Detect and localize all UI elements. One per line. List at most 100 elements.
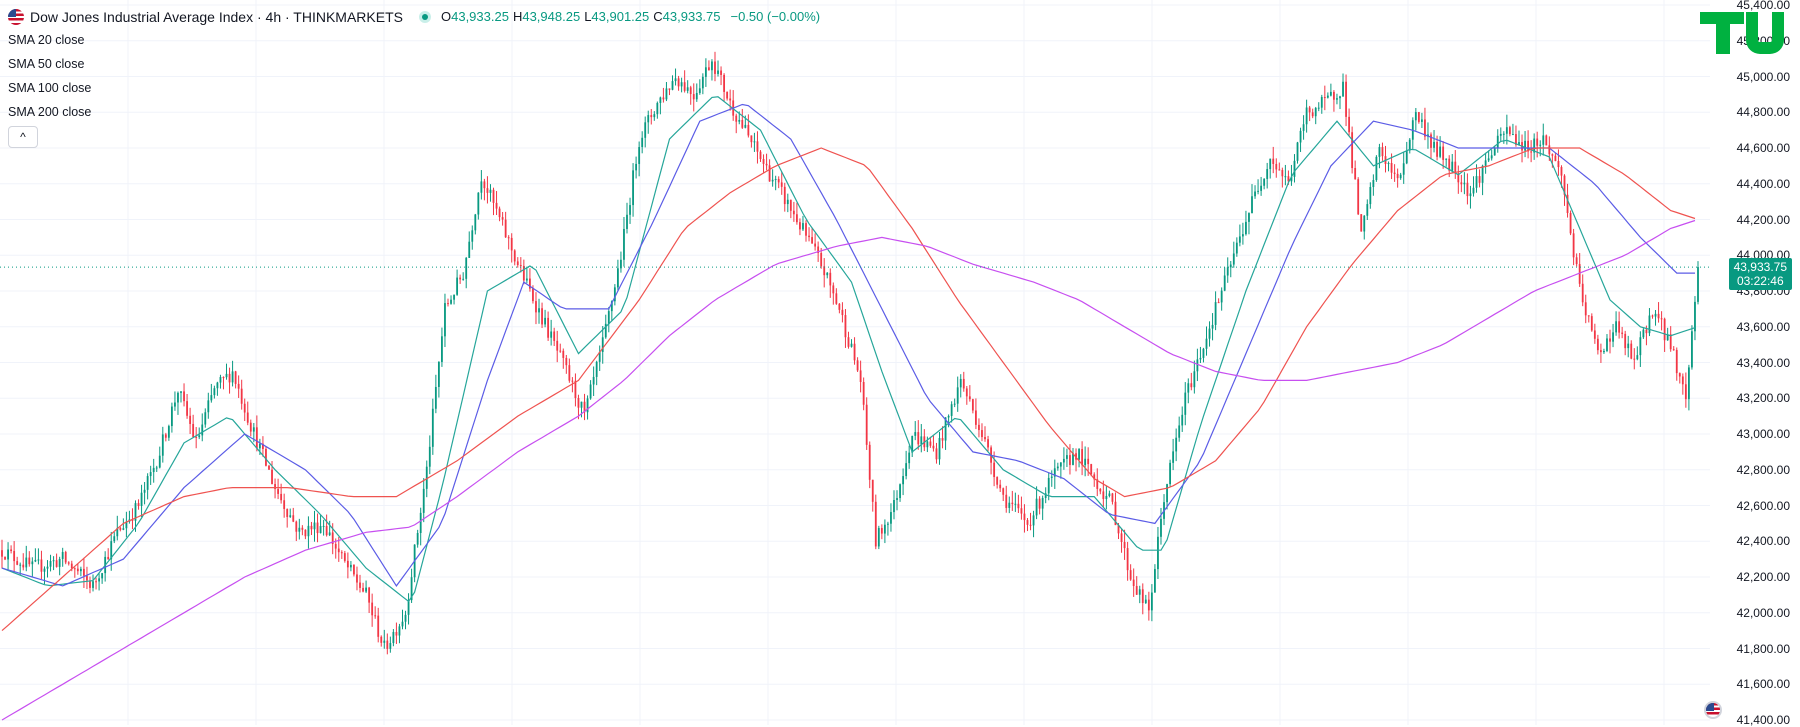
candle-body: [574, 380, 577, 399]
candle-body: [1433, 141, 1435, 148]
candle-body: [786, 199, 789, 205]
logo-t-stem: [1716, 12, 1730, 54]
candle-body: [632, 170, 634, 206]
sma-line: [1, 219, 1696, 721]
candle-body: [1056, 466, 1059, 469]
indicator-row[interactable]: SMA 200 close: [8, 100, 824, 124]
candle-body: [116, 528, 119, 537]
candle-body: [434, 386, 437, 409]
candle-body: [1150, 592, 1153, 611]
candle-body: [723, 74, 725, 92]
candle-body: [962, 378, 965, 389]
ohlc-key: C: [653, 9, 663, 24]
candle-body: [22, 564, 25, 568]
candle-body: [453, 294, 455, 300]
candle-body: [1420, 119, 1423, 122]
candle-body: [562, 350, 565, 358]
candle-body: [1672, 349, 1675, 351]
collapse-legend-button[interactable]: ^: [8, 126, 38, 148]
candle-body: [356, 574, 358, 583]
y-tick-label: 41,800.00: [1736, 641, 1790, 656]
sma-line: [1, 147, 1696, 632]
candle-body: [1657, 313, 1660, 319]
candle-body: [450, 299, 452, 304]
us-flag-icon[interactable]: [1704, 701, 1722, 719]
candle-body: [680, 82, 683, 87]
candle-body: [620, 259, 622, 269]
candle-body: [1041, 497, 1044, 509]
candle-body: [113, 536, 116, 542]
candle-body: [516, 261, 519, 266]
indicator-row[interactable]: SMA 20 close: [8, 28, 824, 52]
candle-body: [1681, 376, 1684, 385]
candle-body: [1226, 267, 1229, 276]
candle-body: [1463, 182, 1466, 185]
candle-body: [1345, 81, 1347, 117]
candle-body: [1, 550, 3, 557]
candle-body: [1581, 283, 1584, 303]
candle-body: [1302, 124, 1305, 131]
candle-body: [1299, 130, 1302, 143]
candle-body: [92, 581, 94, 588]
candle-body: [198, 435, 201, 438]
candle-body: [532, 288, 534, 302]
market-status-icon[interactable]: [418, 11, 431, 23]
candle-body: [1651, 315, 1654, 317]
candle-body: [1381, 147, 1384, 157]
indicator-row[interactable]: SMA 50 close: [8, 52, 824, 76]
candle-body: [1339, 96, 1341, 99]
candle-body: [1472, 187, 1475, 194]
candle-body: [1496, 135, 1499, 148]
candle-body: [310, 525, 313, 530]
candle-body: [216, 382, 219, 389]
candle-body: [459, 277, 462, 280]
candle-body: [641, 137, 644, 148]
candle-body: [319, 526, 322, 534]
candle-body: [107, 556, 110, 560]
candle-body: [522, 265, 525, 281]
candle-body: [1508, 127, 1511, 135]
candle-body: [550, 331, 553, 338]
candle-body: [1311, 112, 1314, 117]
candle-body: [598, 351, 601, 362]
candle-body: [535, 301, 537, 313]
candle-body: [1615, 321, 1617, 333]
candle-body: [1336, 98, 1338, 100]
candle-body: [717, 70, 719, 74]
candle-body: [1475, 176, 1478, 188]
symbol-title[interactable]: Dow Jones Industrial Average Index · 4h …: [30, 9, 403, 25]
candle-body: [610, 301, 613, 312]
candle-body: [1560, 167, 1563, 176]
candle-body: [83, 568, 85, 576]
candle-body: [1633, 358, 1636, 360]
candle-body: [880, 528, 883, 534]
tradingview-logo[interactable]: [1700, 8, 1788, 56]
candle-body: [1569, 213, 1572, 234]
candle-body: [289, 515, 292, 517]
candle-body: [134, 503, 137, 521]
candle-body: [13, 550, 16, 562]
candle-body: [1360, 214, 1363, 232]
candle-body: [1436, 141, 1438, 157]
candle-body: [1184, 392, 1187, 415]
candle-body: [1066, 455, 1068, 459]
candle-body: [183, 391, 185, 402]
candle-body: [1417, 112, 1420, 122]
candle-body: [1596, 338, 1599, 351]
candle-body: [1178, 425, 1181, 438]
y-tick-label: 45,000.00: [1736, 69, 1790, 84]
candle-body: [1578, 264, 1581, 284]
candle-body: [61, 552, 64, 559]
candle-body: [237, 383, 240, 389]
indicator-row[interactable]: SMA 100 close: [8, 76, 824, 100]
candle-body: [425, 466, 428, 489]
candle-body: [674, 78, 677, 82]
candle-body: [1084, 458, 1087, 466]
candle-body: [917, 432, 920, 445]
candle-body: [677, 78, 680, 87]
candle-body: [1202, 348, 1205, 358]
candle-body: [883, 524, 886, 534]
candle-body: [19, 564, 22, 566]
candle-body: [1002, 488, 1005, 495]
